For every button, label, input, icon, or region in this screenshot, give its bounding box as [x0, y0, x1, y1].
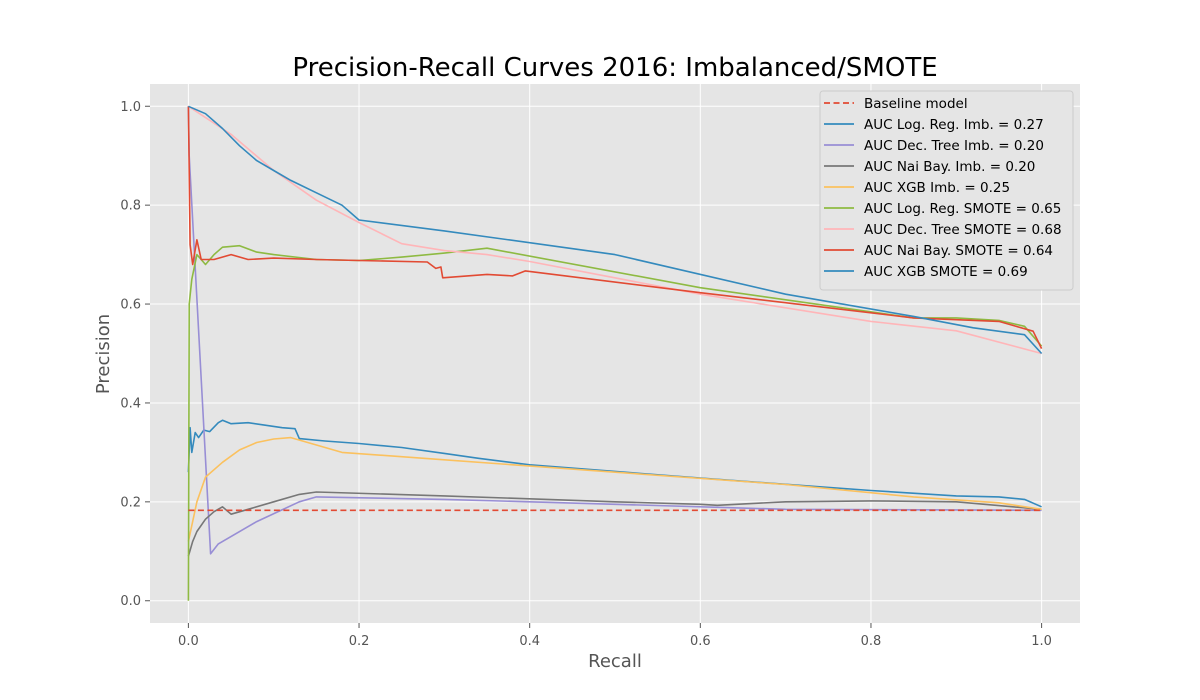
- legend-box: [819, 90, 1074, 291]
- y-tick-label: 0.0: [120, 594, 141, 609]
- y-tick-label: 1.0: [120, 100, 141, 115]
- y-axis-label: Precision: [93, 314, 114, 394]
- legend-label: AUC XGB SMOTE = 0.69: [864, 264, 1028, 280]
- legend-label: AUC Nai Bay. Imb. = 0.20: [864, 159, 1035, 175]
- chart-title: Precision-Recall Curves 2016: Imbalanced…: [292, 53, 937, 83]
- x-axis-label: Recall: [588, 651, 642, 672]
- legend-label: AUC Nai Bay. SMOTE = 0.64: [864, 243, 1053, 259]
- series-line-4: [187, 436, 1042, 542]
- x-tick-label: 0.8: [861, 634, 882, 649]
- legend-label: AUC XGB Imb. = 0.25: [864, 180, 1010, 196]
- x-tick-label: 0.2: [349, 634, 370, 649]
- x-axis-ticks: 0.0 0.2 0.4 0.6 0.8 1.0: [178, 623, 1052, 649]
- legend-label: AUC Dec. Tree SMOTE = 0.68: [864, 222, 1062, 238]
- legend-label: AUC Log. Reg. Imb. = 0.27: [864, 117, 1044, 133]
- y-tick-label: 0.2: [120, 495, 141, 510]
- y-tick-label: 0.4: [120, 396, 141, 411]
- legend-label: AUC Dec. Tree Imb. = 0.20: [864, 138, 1044, 154]
- series-line-7: [187, 106, 1043, 349]
- x-tick-label: 1.0: [1031, 634, 1052, 649]
- series-line-8: [188, 105, 1043, 355]
- y-tick-label: 0.6: [120, 298, 141, 313]
- y-axis-ticks: 0.0 0.2 0.4 0.6 0.8 1.0: [120, 100, 150, 609]
- legend-label: Baseline model: [864, 96, 968, 112]
- y-tick-label: 0.8: [120, 199, 141, 214]
- x-tick-label: 0.6: [690, 634, 711, 649]
- series-line-1: [187, 419, 1042, 508]
- series-group: [187, 105, 1043, 601]
- legend: Baseline model AUC Log. Reg. Imb. = 0.27 A…: [819, 90, 1074, 291]
- legend-label: AUC Log. Reg. SMOTE = 0.65: [864, 201, 1061, 217]
- x-tick-label: 0.0: [178, 634, 199, 649]
- series-line-2: [187, 106, 1042, 555]
- series-line-3: [187, 491, 1042, 557]
- x-tick-label: 0.4: [519, 634, 540, 649]
